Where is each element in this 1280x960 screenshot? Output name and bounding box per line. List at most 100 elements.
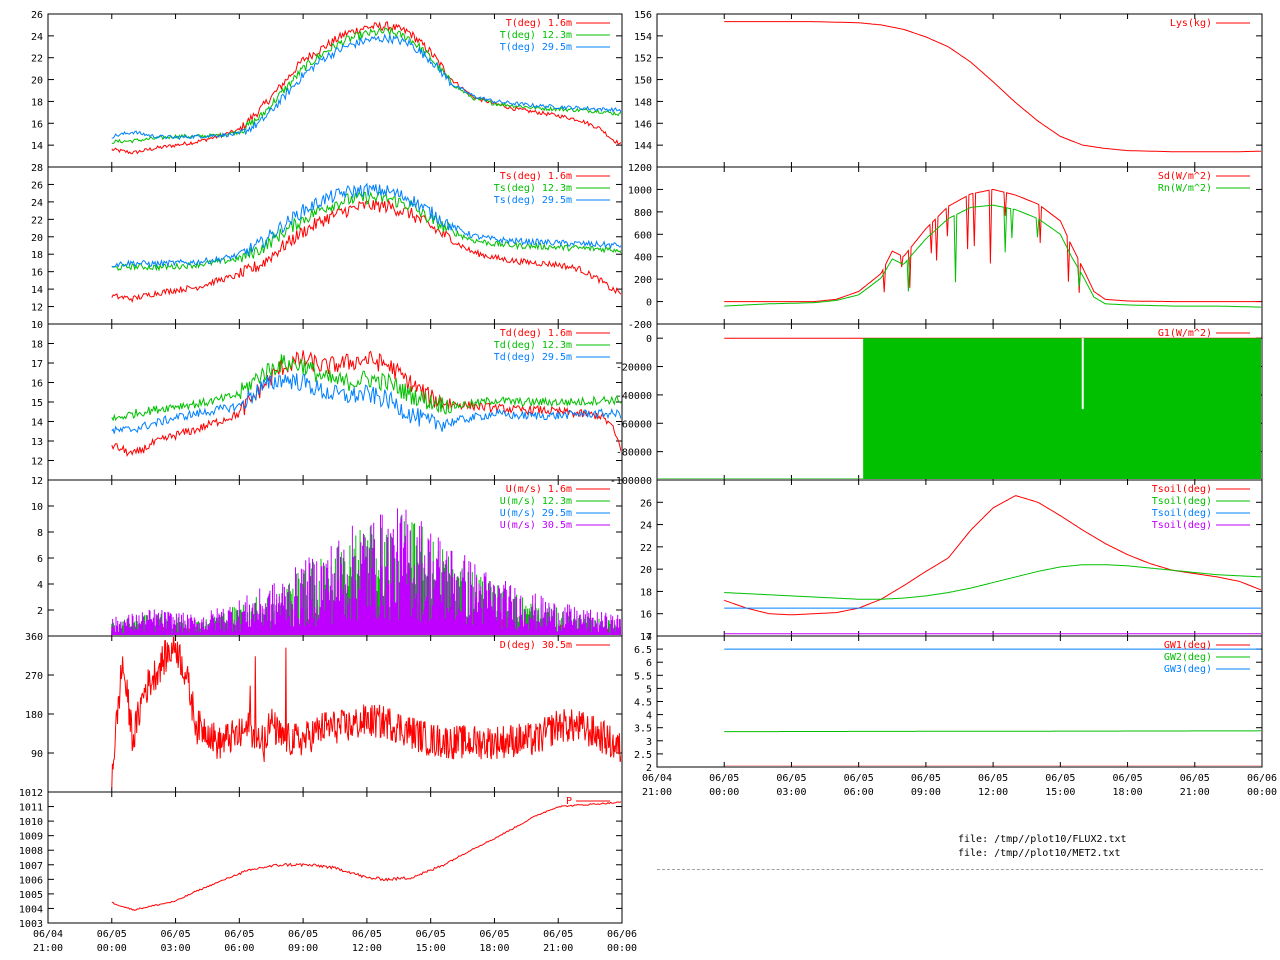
chart-dir: 90 180 270 360 D(deg) 30.5m bbox=[25, 632, 623, 793]
y-tick-label: 18 bbox=[640, 587, 652, 598]
y-tick-label: 200 bbox=[634, 275, 652, 286]
chart-rad: -200 0 200 400 600 800 1000 1200 Sd(W/m^2)Rn(W/m… bbox=[628, 163, 1263, 331]
legend-label: Lys(kg) bbox=[1170, 18, 1212, 29]
x-tick-date: 06/05 bbox=[844, 773, 874, 784]
legend-label: G2(W/m^2) bbox=[1158, 340, 1212, 351]
x-tick-time: 06:00 bbox=[844, 787, 874, 798]
data-layer bbox=[111, 508, 621, 635]
y-tick-label: 2 bbox=[37, 606, 43, 617]
y-tick-label: 24 bbox=[31, 32, 43, 43]
y-tick-label: 800 bbox=[634, 208, 652, 219]
y-tick-label: 3.5 bbox=[634, 724, 652, 735]
y-tick-label: 18 bbox=[31, 250, 43, 261]
legend-label: Tsoil(deg) bbox=[1152, 520, 1212, 531]
y-tick-label: 26 bbox=[31, 10, 43, 21]
series-red bbox=[111, 637, 621, 788]
y-tick-label: 20 bbox=[31, 76, 43, 87]
x-tick-date: 06/05 bbox=[543, 929, 573, 940]
x-tick-date: 06/05 bbox=[416, 929, 446, 940]
y-tick-label: 152 bbox=[634, 54, 652, 65]
legend-label: Tsoil(deg) bbox=[1152, 484, 1212, 495]
y-tick-label: 4 bbox=[646, 711, 652, 722]
y-tick-label: 14 bbox=[640, 632, 652, 643]
y-tick-label: 13 bbox=[31, 437, 43, 448]
file-label-met2: file: /tmp//plot10/MET2.txt bbox=[958, 848, 1121, 859]
chart-pres: 1003 1004 1005 1006 1007 1008 1009 1010 1011 1012… bbox=[19, 788, 623, 930]
y-tick-label: -200 bbox=[628, 320, 652, 331]
legend-label: GW1(deg) bbox=[1164, 640, 1212, 651]
y-tick-label: 16 bbox=[31, 119, 43, 130]
y-tick-label: 6 bbox=[37, 554, 43, 565]
legend-label: D(deg) 30.5m bbox=[500, 640, 572, 651]
plot-frame bbox=[47, 635, 623, 793]
x-tick-time: 09:00 bbox=[288, 943, 318, 954]
dashed-separator bbox=[657, 869, 1263, 870]
y-tick-label: 17 bbox=[31, 359, 43, 370]
file-list: file: /tmp//plot10/FLUX2.txt file: /tmp//… bbox=[958, 833, 1127, 861]
y-tick-label: 1004 bbox=[19, 904, 43, 915]
y-tick-label: 14 bbox=[31, 285, 43, 296]
x-tick-date: 06/05 bbox=[479, 929, 509, 940]
series-red bbox=[111, 198, 621, 303]
series-green bbox=[724, 730, 1261, 733]
y-tick-label: 22 bbox=[640, 543, 652, 554]
y-tick-label: 12 bbox=[31, 457, 43, 468]
x-tick-time: 18:00 bbox=[479, 943, 509, 954]
x-tick-time: 03:00 bbox=[776, 787, 806, 798]
x-tick-time: 00:00 bbox=[1247, 787, 1277, 798]
x-tick-time: 12:00 bbox=[352, 943, 382, 954]
y-tick-label: 6.5 bbox=[634, 645, 652, 656]
y-tick-label: 10 bbox=[31, 502, 43, 513]
y-tick-label: 600 bbox=[634, 230, 652, 241]
x-tick-date: 06/06 bbox=[1247, 773, 1277, 784]
y-tick-label: 1007 bbox=[19, 861, 43, 872]
x-tick-date: 06/05 bbox=[224, 929, 254, 940]
y-tick-label: 12 bbox=[31, 476, 43, 487]
y-tick-label: 16 bbox=[31, 379, 43, 390]
legend-label: Tsoil(deg) bbox=[1152, 496, 1212, 507]
y-tick-label: 1008 bbox=[19, 846, 43, 857]
y-tick-label: 10 bbox=[31, 320, 43, 331]
chart-tsoil: 14161820222426Tsoil(deg)Tsoil(deg)Tsoil(… bbox=[640, 479, 1263, 643]
y-tick-label: 26 bbox=[31, 180, 43, 191]
x-tick-date: 06/05 bbox=[978, 773, 1008, 784]
legend-label: Tsoil(deg) bbox=[1152, 508, 1212, 519]
y-tick-label: 22 bbox=[31, 54, 43, 65]
legend-label: GW2(deg) bbox=[1164, 652, 1212, 663]
chart-lys: 144 146 148 150 152 154 156 Lys(kg) bbox=[634, 10, 1263, 168]
x-tick-time: 18:00 bbox=[1113, 787, 1143, 798]
y-tick-label: 12 bbox=[31, 303, 43, 314]
legend-label: U(m/s) 30.5m bbox=[500, 520, 572, 531]
legend-label: U(m/s) 12.3m bbox=[500, 496, 572, 507]
y-tick-label: 1200 bbox=[628, 163, 652, 174]
series-red bbox=[724, 188, 1261, 303]
legend-label: P bbox=[566, 796, 572, 807]
legend-label: Td(deg) 29.5m bbox=[494, 352, 572, 363]
data-layer bbox=[658, 337, 1261, 479]
y-tick-label: 3 bbox=[646, 737, 652, 748]
x-tick-time: 00:00 bbox=[709, 787, 739, 798]
y-tick-label: 1011 bbox=[19, 803, 43, 814]
data-layer bbox=[111, 637, 621, 788]
y-tick-label: 18 bbox=[31, 97, 43, 108]
legend-label: T(deg) 1.6m bbox=[506, 18, 572, 29]
legend-label: Td(deg) 12.3m bbox=[494, 340, 572, 351]
y-tick-label: 20 bbox=[640, 565, 652, 576]
y-tick-label: 6 bbox=[646, 658, 652, 669]
x-tick-date: 06/05 bbox=[352, 929, 382, 940]
y-tick-label: -40000 bbox=[616, 391, 652, 402]
legend-label: GW3(deg) bbox=[1164, 664, 1212, 675]
y-tick-label: 270 bbox=[25, 671, 43, 682]
legend-label: U(m/s) 29.5m bbox=[500, 508, 572, 519]
series-blue bbox=[111, 373, 621, 434]
data-layer bbox=[724, 648, 1261, 766]
x-tick-time: 09:00 bbox=[911, 787, 941, 798]
x-tick-time: 15:00 bbox=[416, 943, 446, 954]
y-tick-label: 1005 bbox=[19, 890, 43, 901]
x-tick-time: 21:00 bbox=[1180, 787, 1210, 798]
y-tick-label: 5 bbox=[646, 684, 652, 695]
y-tick-label: 180 bbox=[25, 710, 43, 721]
y-tick-label: 148 bbox=[634, 97, 652, 108]
